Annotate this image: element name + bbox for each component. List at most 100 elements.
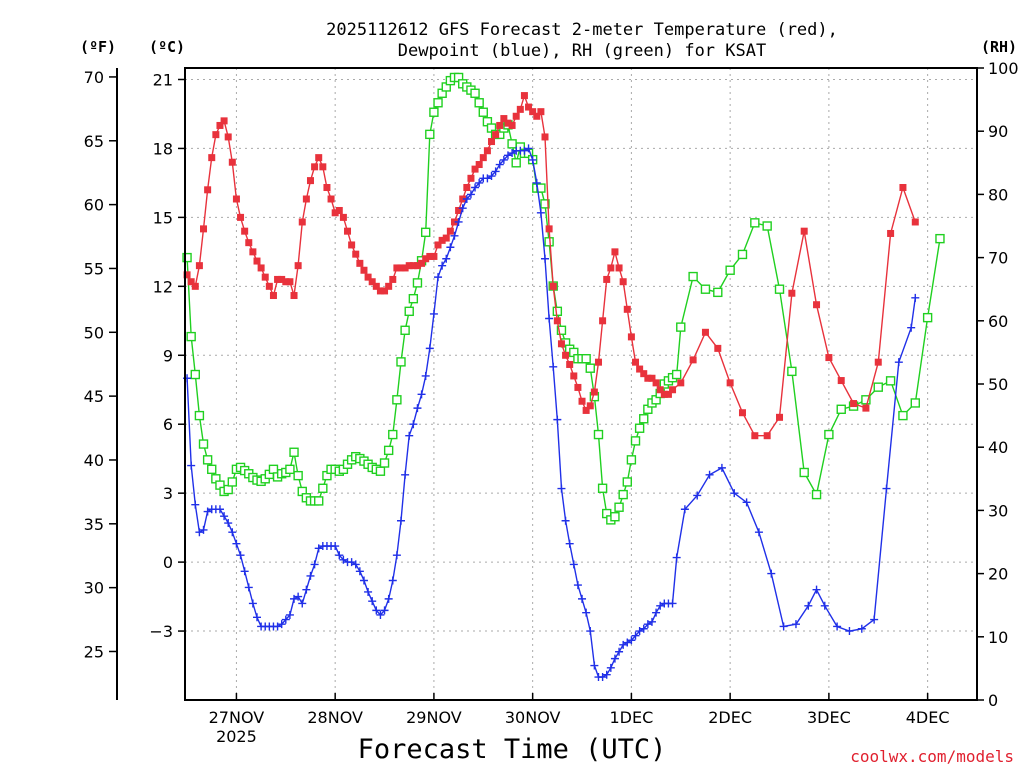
data-point-marker — [475, 161, 483, 169]
celsius-tick-label: 6 — [163, 415, 173, 434]
data-point-marker — [224, 519, 233, 528]
rh-tick-label: 60 — [988, 312, 1008, 331]
time-tick-label: 28NOV — [307, 708, 363, 727]
data-point-marker — [632, 358, 640, 366]
data-point-marker — [274, 275, 282, 283]
data-point-marker — [368, 597, 377, 606]
data-point-marker — [470, 88, 480, 98]
data-point-marker — [269, 292, 277, 300]
data-point-marker — [552, 306, 563, 317]
data-point-marker — [474, 98, 484, 108]
data-point-marker — [434, 241, 442, 249]
data-point-marker — [631, 631, 640, 640]
data-point-marker — [463, 184, 471, 192]
data-point-marker — [237, 213, 245, 221]
data-point-marker — [488, 138, 496, 146]
data-point-marker — [425, 129, 435, 140]
data-point-marker — [311, 163, 319, 171]
fahrenheit-tick-label: 30 — [84, 579, 104, 598]
data-point-marker — [232, 539, 241, 548]
celsius-tick-label: 15 — [153, 208, 173, 227]
celsius-axis: 21 18 15 12 9 6 3 0 −3 — [149, 70, 185, 641]
data-point-marker — [359, 576, 368, 585]
data-point-marker — [438, 236, 446, 244]
data-point-marker — [634, 423, 645, 433]
data-point-marker — [811, 489, 822, 500]
data-point-marker — [352, 250, 360, 258]
data-point-marker — [290, 292, 298, 300]
data-point-marker — [837, 377, 845, 385]
data-point-marker — [767, 569, 776, 578]
data-point-marker — [590, 388, 598, 396]
data-point-marker — [693, 491, 702, 500]
data-point-marker — [182, 252, 192, 263]
data-point-marker — [244, 583, 253, 592]
data-point-marker — [397, 516, 405, 525]
data-point-marker — [850, 400, 858, 408]
data-point-marker — [898, 410, 908, 421]
data-point-marker — [483, 174, 492, 183]
rh-tick-label: 90 — [988, 122, 1008, 141]
data-point-marker — [652, 608, 661, 617]
series-temperature — [183, 92, 919, 440]
celsius-tick-label: 3 — [163, 484, 173, 503]
data-point-marker — [420, 227, 431, 238]
data-point-marker — [619, 278, 627, 286]
data-point-marker — [208, 154, 216, 162]
time-tick-label: 29NOV — [406, 708, 462, 727]
data-point-marker — [323, 184, 331, 192]
series-line — [186, 76, 941, 521]
rh-tick-label: 50 — [988, 375, 1008, 394]
data-point-marker — [776, 413, 784, 421]
time-tick-label: 2DEC — [708, 708, 752, 727]
data-point-marker — [578, 397, 586, 405]
data-point-marker — [799, 467, 809, 478]
data-point-marker — [418, 259, 426, 267]
data-point-marker — [544, 237, 554, 247]
data-point-marker — [478, 107, 488, 117]
data-point-marker — [389, 275, 397, 283]
data-point-marker — [450, 218, 458, 226]
data-point-marker — [471, 183, 480, 192]
data-point-marker — [198, 439, 209, 449]
data-point-marker — [503, 151, 512, 160]
data-point-marker — [450, 231, 459, 240]
data-point-marker — [627, 333, 635, 341]
data-point-marker — [191, 500, 200, 509]
data-point-marker — [227, 477, 238, 487]
x-axis-title: Forecast Time (UTC) — [358, 734, 667, 765]
data-point-marker — [286, 278, 294, 286]
data-point-marker — [228, 158, 236, 166]
data-point-marker — [581, 354, 591, 364]
data-point-marker — [911, 293, 920, 302]
celsius-tick-label: 21 — [153, 70, 173, 89]
data-point-marker — [508, 121, 516, 129]
data-point-marker — [610, 512, 620, 522]
data-point-marker — [183, 271, 191, 279]
fahrenheit-tick-label: 60 — [84, 196, 104, 215]
data-point-marker — [356, 259, 364, 267]
rh-tick-label: 0 — [988, 691, 998, 710]
data-point-marker — [384, 594, 393, 603]
data-point-marker — [282, 278, 290, 286]
data-point-marker — [438, 261, 447, 270]
data-point-marker — [774, 284, 785, 294]
data-point-marker — [200, 225, 208, 233]
data-point-marker — [278, 275, 286, 283]
data-point-marker — [882, 484, 891, 493]
data-point-marker — [417, 390, 426, 399]
data-point-marker — [223, 484, 233, 495]
data-point-marker — [619, 640, 628, 649]
data-point-marker — [582, 608, 591, 617]
data-point-marker — [249, 248, 257, 256]
data-point-marker — [541, 254, 549, 263]
data-point-marker — [873, 382, 883, 392]
data-point-marker — [442, 254, 451, 263]
data-point-marker — [656, 386, 664, 394]
data-point-marker — [421, 371, 430, 380]
data-point-marker — [232, 195, 240, 203]
data-point-marker — [556, 325, 567, 335]
data-point-marker — [512, 112, 520, 120]
data-point-marker — [626, 455, 637, 465]
data-point-marker — [639, 414, 649, 424]
